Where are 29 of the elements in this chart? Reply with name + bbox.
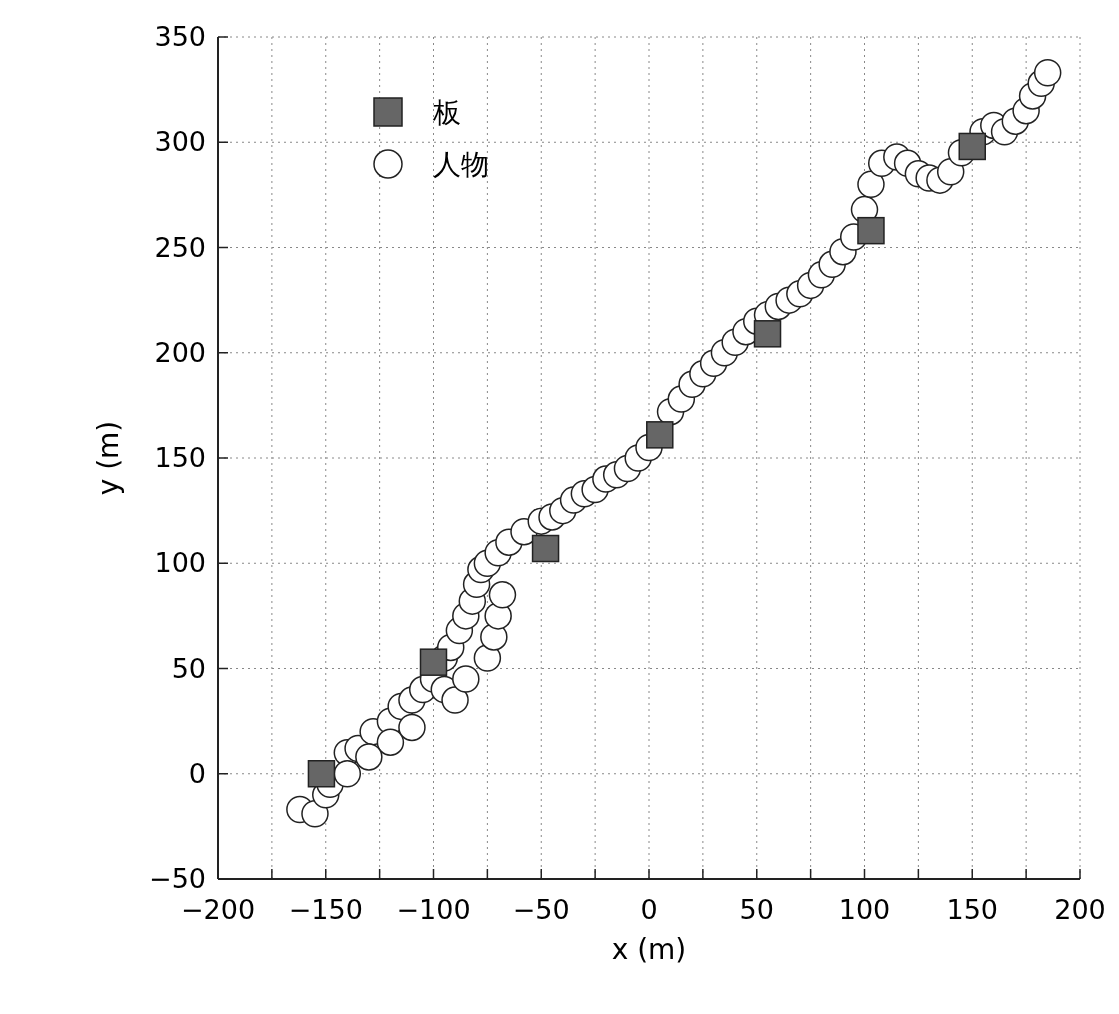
point [753,320,782,348]
x-axis-title: x (m) [611,933,687,966]
x-tick-label: 50 [739,894,774,925]
y-tick-label: 100 [154,547,206,579]
legend-label: 板 [432,96,461,129]
point [307,760,336,788]
y-tick-label: 300 [154,126,206,158]
point [857,216,885,245]
legend-label: 人物 [433,148,489,181]
x-tick-label: −50 [512,894,570,925]
x-tick-label: 150 [946,894,999,925]
y-tick-label: 350 [154,21,206,52]
x-tick-label: −200 [180,894,256,925]
point [958,132,986,161]
y-tick-label: 0 [188,757,206,789]
x-tick-label: 0 [640,894,658,925]
x-tick-label: −150 [288,894,363,925]
y-tick-label: 200 [154,336,206,368]
y-tick-label: 50 [171,652,206,684]
point [646,421,674,449]
point [419,648,448,676]
y-tick-label: −50 [149,863,206,894]
y-axis-title: y (m) [92,420,125,496]
x-tick-label: 100 [838,894,891,925]
y-tick-label: 150 [154,442,206,473]
x-tick-label: 200 [1054,894,1106,925]
x-tick-label: −100 [396,894,471,925]
y-tick-label: 250 [154,231,206,263]
point [531,534,560,563]
